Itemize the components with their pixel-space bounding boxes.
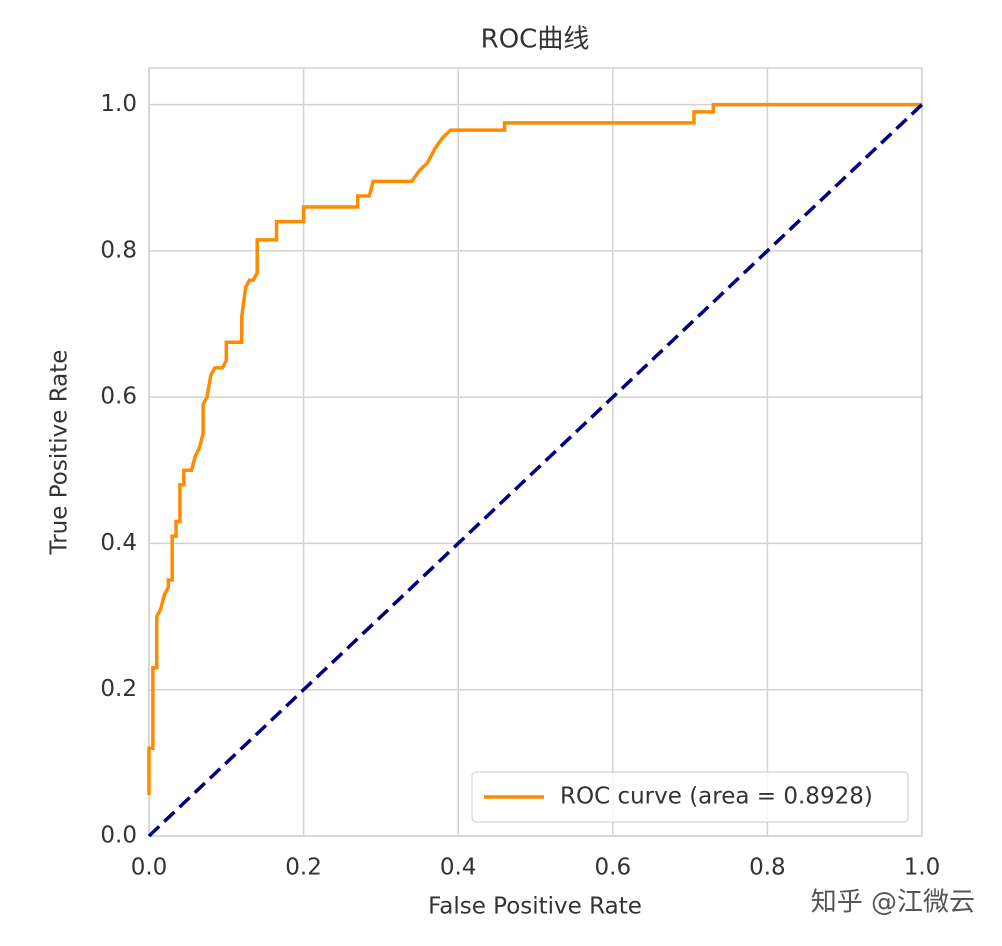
x-tick-label: 1.0	[904, 855, 941, 881]
y-tick-label: 0.2	[100, 676, 137, 702]
y-tick-label: 1.0	[100, 91, 137, 117]
x-tick-label: 0.8	[749, 855, 786, 881]
series-line	[147, 103, 924, 838]
chart-title: ROC曲线	[481, 25, 590, 55]
x-axis-label: False Positive Rate	[428, 894, 642, 920]
watermark: 知乎 @江微云	[811, 888, 975, 918]
legend-label: ROC curve (area = 0.8928)	[560, 784, 873, 810]
y-axis-label: True Positive Rate	[47, 350, 73, 556]
x-tick-label: 0.0	[131, 855, 168, 881]
y-tick-label: 0.4	[100, 530, 137, 556]
x-tick-label: 0.6	[595, 855, 632, 881]
x-tick-label: 0.2	[285, 855, 322, 881]
y-tick-label: 0.8	[100, 237, 137, 263]
series-line	[147, 102, 922, 796]
y-tick-label: 0.0	[100, 823, 137, 849]
x-tick-label: 0.4	[440, 855, 477, 881]
legend-box	[471, 771, 909, 823]
plot-frame	[148, 67, 923, 837]
y-tick-label: 0.6	[100, 384, 137, 410]
